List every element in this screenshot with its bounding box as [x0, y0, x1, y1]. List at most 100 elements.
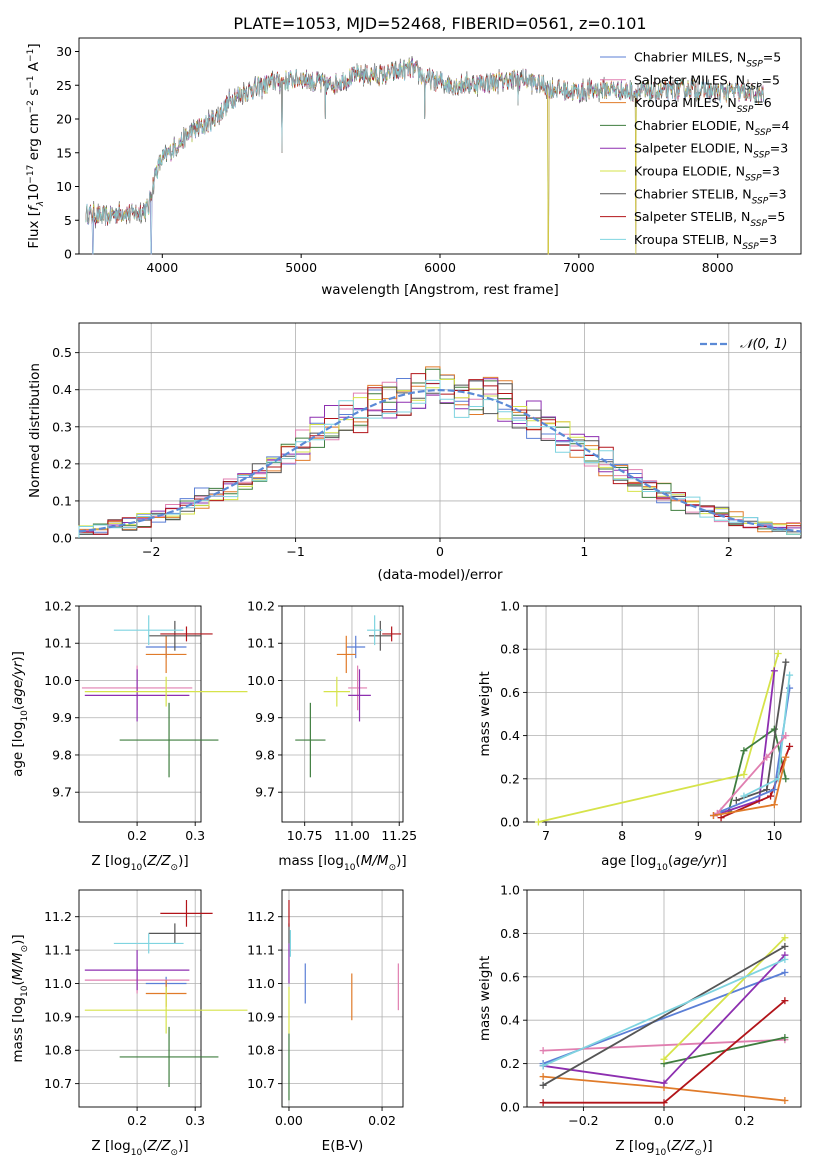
x-tick-label: 0	[436, 544, 444, 559]
legend-label: Salpeter ELODIE, NSSP=3	[634, 141, 788, 161]
x-tick-label: 10	[766, 828, 782, 843]
y-tick-label: 0.2	[500, 1056, 520, 1071]
y-tick-label: 1.0	[500, 883, 520, 898]
y-tick-label: 9.8	[255, 747, 275, 762]
x-axis-label: E(B-V)	[322, 1138, 364, 1154]
legend-label: Kroupa MILES, NSSP=6	[634, 95, 772, 115]
y-tick-label: 0.0	[500, 1100, 520, 1115]
data-point	[295, 702, 326, 778]
y-tick-label: 11.0	[247, 976, 275, 991]
y-tick-label: 10.8	[44, 1043, 72, 1058]
data-point	[84, 950, 190, 991]
y-tick-label: 11.1	[247, 943, 275, 958]
data-point	[382, 626, 402, 642]
y-tick-label: 20	[56, 112, 72, 127]
legend-label: Salpeter MILES, NSSP=5	[634, 72, 780, 92]
figure-title: PLATE=1053, MJD=52468, FIBERID=0561, z=0…	[233, 14, 646, 33]
grid	[79, 890, 201, 1107]
y-tick-label: 10.1	[44, 636, 72, 651]
x-tick-label: 5000	[285, 260, 317, 275]
data-point	[348, 669, 371, 722]
x-tick-label: 7	[542, 828, 550, 843]
weight-line	[542, 945, 786, 1087]
y-tick-label: 10.2	[247, 599, 275, 614]
data-point	[84, 669, 190, 722]
y-tick-label: 0.0	[500, 815, 520, 830]
x-tick-label: −2	[142, 544, 160, 559]
y-tick-label: 0.2	[500, 771, 520, 786]
y-tick-label: 0.5	[52, 345, 72, 360]
gaussian-curve	[78, 388, 802, 533]
x-tick-label: 6000	[424, 260, 456, 275]
x-tick-label: 0.2	[735, 1113, 755, 1128]
y-tick-label: 1.0	[500, 599, 520, 614]
grid	[282, 890, 403, 1107]
massweight-vs-age-chart: 7 8 9 10 0.0 0.2 0.4 0.6 0.8 1.0 age [log10(age/yr…	[477, 599, 802, 873]
data-point	[160, 626, 213, 642]
x-axis-label: Z [log10(Z/Z⊙)]	[91, 1138, 188, 1158]
charts-layer: 4000 5000 6000 7000 8000051015202530waveleng…	[10, 37, 802, 1158]
x-tick-label: 0.00	[275, 1113, 303, 1128]
weight-line	[542, 958, 786, 1067]
y-axis-label: Flux [fλ10−17 erg cm−2 s−1 A−1]	[26, 43, 46, 248]
x-axis-label: (data-model)/error	[377, 567, 503, 583]
y-tick-label: 0.8	[500, 926, 520, 941]
x-tick-label: 11.00	[334, 828, 370, 843]
residuals-chart: −2 −1 0 1 2 0.0 0.1 0.2 0.3 0.4 0.5 𝒩(0, 1) (data-mo…	[27, 322, 802, 583]
y-tick-label: 9.9	[255, 710, 275, 725]
y-tick-label: 0.0	[52, 531, 72, 546]
grid	[282, 605, 403, 822]
legend-label: Kroupa ELODIE, NSSP=3	[634, 164, 780, 184]
y-tick-label: 10	[56, 179, 72, 194]
y-tick-label: 10.1	[247, 636, 275, 651]
x-tick-label: 9	[694, 828, 702, 843]
y-tick-label: 11.1	[44, 943, 72, 958]
x-tick-label: 8	[618, 828, 626, 843]
x-tick-label: 4000	[146, 260, 178, 275]
y-axis-label: mass weight	[477, 956, 493, 1041]
y-tick-label: 25	[56, 78, 72, 93]
y-tick-label: 9.7	[52, 785, 72, 800]
y-axis-label: age [log10(age/yr)]	[10, 651, 30, 777]
y-tick-label: 0.1	[52, 493, 72, 508]
y-axis-label: mass [log10(M/M⊙)]	[10, 934, 30, 1062]
x-tick-label: −0.2	[568, 1113, 598, 1128]
histogram-step	[78, 379, 801, 538]
legend-label: 𝒩(0, 1)	[740, 337, 787, 352]
data-point	[84, 676, 248, 707]
age-vs-Z-chart: 0.2 0.3 9.7 9.8 9.9 10.0 10.1 10.2 Z [log10(Z/Z⊙…	[10, 599, 248, 873]
x-tick-label: 0.02	[368, 1113, 396, 1128]
grid	[79, 605, 201, 822]
data-point	[160, 900, 213, 927]
y-tick-label: 0.8	[500, 642, 520, 657]
data-point	[368, 620, 392, 651]
x-tick-label: 0.3	[185, 1113, 205, 1128]
y-tick-label: 0.4	[500, 1013, 520, 1028]
data-point	[119, 702, 219, 778]
y-tick-label: 0.3	[52, 419, 72, 434]
x-tick-label: 7000	[563, 260, 595, 275]
y-tick-label: 0.4	[52, 382, 72, 397]
x-tick-label: 11.25	[381, 828, 417, 843]
y-tick-label: 30	[56, 44, 72, 59]
legend-label: Kroupa STELIB, NSSP=3	[634, 232, 777, 252]
y-tick-label: 11.2	[247, 909, 275, 924]
y-tick-label: 10.0	[247, 673, 275, 688]
spectrum-chart: 4000 5000 6000 7000 8000 0 5 10 15 20 25 30 waveleng…	[26, 37, 802, 298]
legend-label: Chabrier ELODIE, NSSP=4	[634, 118, 789, 138]
axes-frame	[78, 889, 202, 1108]
age-vs-mass-chart: 10.75 11.00 11.25 9.7 9.8 9.9 10.0 10.1 10.2 mass…	[247, 599, 417, 874]
y-tick-label: 10.2	[44, 599, 72, 614]
massweight-vs-Z-chart: −0.2 0.0 0.2 0.0 0.2 0.4 0.6 0.8 1.0 Z [log10(Z/Z…	[477, 883, 802, 1158]
data-point	[348, 665, 368, 711]
y-tick-label: 0.4	[500, 728, 520, 743]
axes-frame	[78, 605, 202, 823]
data-point	[113, 615, 184, 646]
data-point	[367, 615, 383, 646]
y-tick-label: 9.8	[52, 747, 72, 762]
data-point	[148, 923, 201, 944]
x-axis-label: mass [log10(M/M⊙)]	[278, 853, 406, 873]
mass-vs-ebv-chart: 0.00 0.02 10.7 10.8 10.9 11.0 11.1 11.2 E(B-V)	[247, 889, 404, 1154]
x-tick-label: 0.0	[654, 1113, 674, 1128]
x-axis-label: age [log10(age/yr)]	[601, 853, 727, 873]
